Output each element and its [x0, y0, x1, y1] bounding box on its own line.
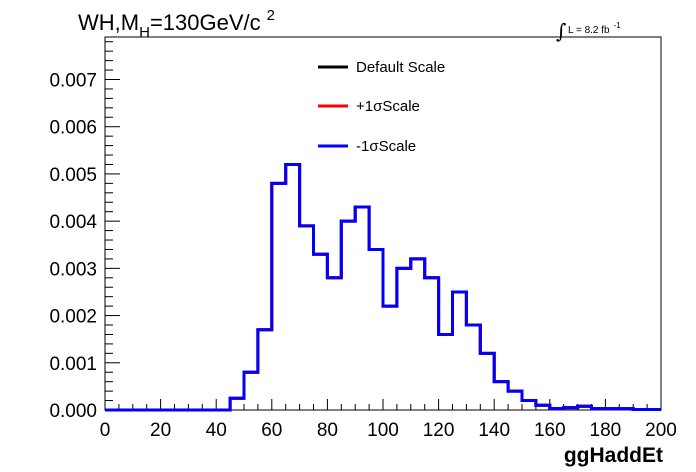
legend: Default Scale +1σScale -1σScale	[318, 59, 445, 155]
x-tick-label: 120	[423, 420, 455, 441]
legend-label: +1σScale	[356, 98, 420, 115]
x-tick-label: 0	[100, 420, 111, 441]
luminosity-label: L = 8.2 fb -1	[568, 21, 621, 36]
x-tick-label: 80	[317, 420, 338, 441]
series-group	[105, 162, 661, 412]
legend-label: -1σScale	[356, 138, 416, 155]
y-tick-label: 0.004	[49, 212, 97, 233]
y-tick-label: 0.001	[49, 354, 97, 375]
chart-title-rest: =130GeV/c	[150, 10, 261, 35]
luminosity-text: L = 8.2 fb	[568, 25, 610, 36]
chart-title-subscript: H	[139, 24, 150, 41]
x-tick-label: 200	[645, 420, 677, 441]
x-tick-label: 180	[590, 420, 622, 441]
series-line-2	[105, 162, 661, 412]
x-tick-label: 20	[150, 420, 171, 441]
y-tick-label: 0.003	[49, 259, 97, 280]
chart-title: WH,MH=130GeV/c 2	[78, 7, 275, 41]
x-tick-label: 40	[206, 420, 227, 441]
x-axis: 0 20 40 60 80 100 120 140 160 180 200	[100, 399, 677, 441]
y-tick-label: 0.007	[49, 70, 97, 91]
x-tick-label: 160	[534, 420, 566, 441]
chart-title-superscript: 2	[267, 7, 275, 24]
y-tick-label: 0.002	[49, 307, 97, 328]
x-axis-title: ggHaddEt	[564, 444, 663, 467]
y-tick-label: 0.000	[49, 401, 97, 422]
y-tick-label: 0.006	[49, 118, 97, 139]
legend-label: Default Scale	[356, 59, 445, 76]
x-tick-label: 100	[367, 420, 399, 441]
luminosity-superscript: -1	[614, 21, 622, 30]
x-tick-label: 140	[478, 420, 510, 441]
y-tick-label: 0.005	[49, 165, 97, 186]
y-axis: 0.000 0.001 0.002 0.003 0.004 0.005 0.006 0.007	[49, 41, 120, 422]
chart-title-main: WH,M	[78, 10, 139, 35]
x-tick-label: 60	[261, 420, 282, 441]
luminosity-integral: ∫	[556, 19, 566, 43]
